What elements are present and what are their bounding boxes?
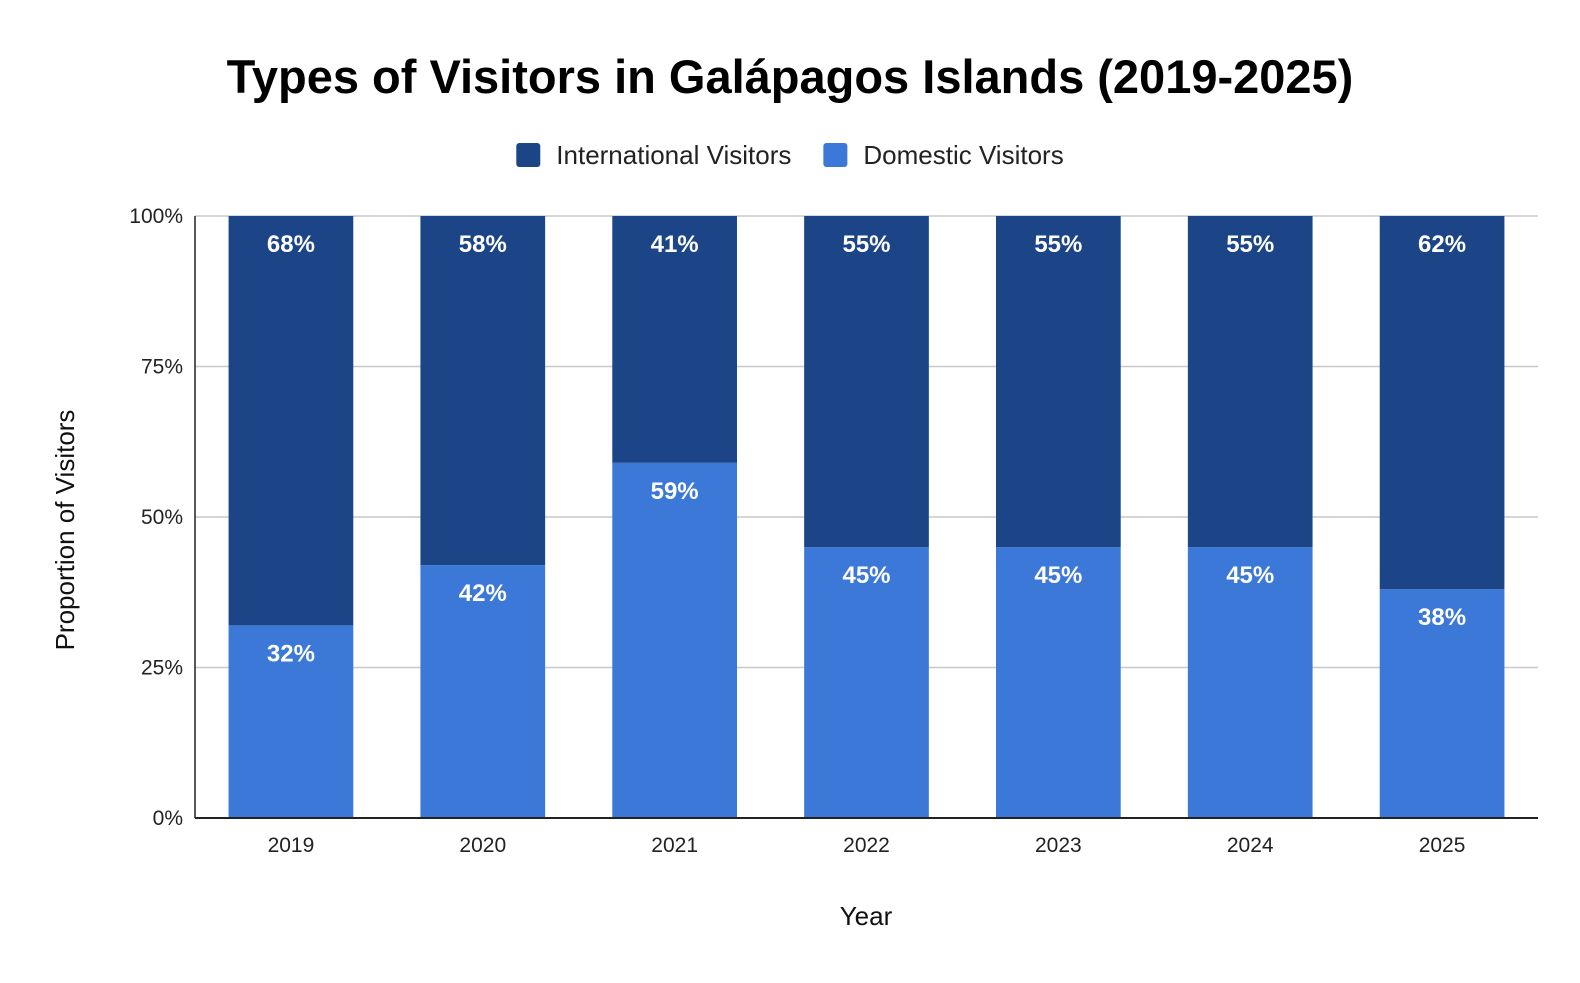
legend-swatch [823, 143, 848, 167]
bars [228, 216, 1505, 818]
domestic-bar-2019 [228, 625, 354, 818]
data-label: 58% [459, 231, 507, 258]
international-bar-2023 [996, 216, 1121, 548]
x-tick-label: 2019 [268, 834, 315, 857]
y-tick-label: 75% [141, 356, 183, 379]
x-tick-label: 2020 [459, 834, 506, 857]
data-label: 62% [1418, 231, 1466, 258]
chart-title: Types of Visitors in Galápagos Islands (… [227, 50, 1354, 103]
y-tick-label: 0% [153, 807, 183, 830]
legend: International Visitors Domestic Visitors [516, 140, 1064, 170]
y-axis-title: Proportion of Visitors [50, 410, 80, 651]
domestic-bar-2024 [1187, 547, 1313, 818]
international-bar-2025 [1379, 216, 1505, 590]
legend-label: Domestic Visitors [863, 140, 1063, 170]
y-tick-label: 25% [141, 657, 183, 680]
international-bar-2020 [420, 216, 546, 566]
data-label: 45% [842, 562, 890, 589]
data-label: 38% [1418, 604, 1466, 631]
x-tick-label: 2025 [1419, 834, 1466, 857]
legend-swatch [516, 143, 541, 167]
x-tick-label: 2021 [651, 834, 698, 857]
legend-item-domestic: Domestic Visitors [823, 140, 1064, 170]
data-label: 55% [842, 231, 890, 258]
domestic-bar-2023 [996, 547, 1121, 818]
domestic-bar-2021 [612, 462, 737, 818]
data-label: 55% [1226, 231, 1274, 258]
data-label: 42% [459, 580, 507, 607]
legend-label: International Visitors [556, 140, 791, 170]
data-label: 41% [651, 231, 699, 258]
data-label: 45% [1034, 562, 1082, 589]
x-axis-title: Year [840, 901, 893, 931]
y-tick-label: 100% [129, 205, 183, 228]
international-bar-2022 [804, 216, 929, 548]
data-label: 68% [267, 231, 315, 258]
data-label: 55% [1034, 231, 1082, 258]
legend-item-international: International Visitors [516, 140, 791, 170]
international-bar-2021 [612, 216, 737, 463]
y-axis-ticks: 0% 25% 50% 75% 100% [129, 205, 183, 830]
international-bar-2019 [228, 216, 354, 626]
y-tick-label: 50% [141, 506, 183, 529]
bar-labels: 32% 68% 42% 58% 59% 41% 45% 55% 45% 55% 45% 55% 38% 6… [267, 231, 1466, 667]
x-tick-label: 2024 [1227, 834, 1274, 857]
x-axis-ticks: 2019 2020 2021 2022 2023 2024 2025 [268, 834, 1466, 857]
x-tick-label: 2023 [1035, 834, 1082, 857]
domestic-bar-2022 [804, 547, 929, 818]
data-label: 59% [651, 478, 699, 505]
data-label: 45% [1226, 562, 1274, 589]
domestic-bar-2025 [1379, 589, 1505, 818]
x-tick-label: 2022 [843, 834, 890, 857]
domestic-bar-2020 [420, 565, 546, 818]
international-bar-2024 [1187, 216, 1313, 548]
data-label: 32% [267, 640, 315, 667]
